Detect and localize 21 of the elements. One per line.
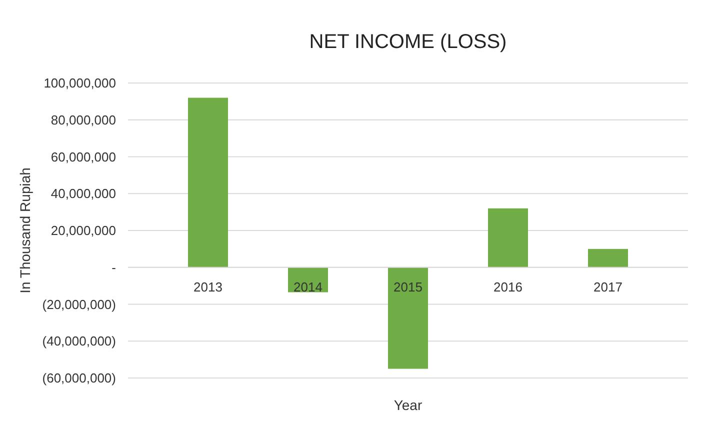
bar bbox=[488, 208, 528, 268]
y-tick-label: (40,000,000) bbox=[42, 334, 116, 349]
x-axis-title: Year bbox=[394, 397, 422, 413]
y-tick-label: 80,000,000 bbox=[50, 112, 116, 128]
chart-title: NET INCOME (LOSS) bbox=[309, 31, 507, 53]
y-axis-title: In Thousand Rupiah bbox=[17, 168, 33, 294]
x-tick-label: 2015 bbox=[394, 279, 422, 294]
y-tick-label: 100,000,000 bbox=[44, 76, 116, 91]
y-tick-label: 40,000,000 bbox=[50, 186, 116, 202]
x-tick-label: 2014 bbox=[294, 279, 322, 294]
bar bbox=[588, 248, 628, 268]
bar bbox=[188, 98, 228, 268]
x-tick-label: 2016 bbox=[494, 279, 522, 294]
y-tick-label: - bbox=[112, 260, 116, 275]
bar bbox=[388, 267, 428, 369]
y-tick-label: 20,000,000 bbox=[50, 223, 116, 238]
x-tick-label: 2017 bbox=[594, 279, 622, 294]
y-tick-label: (20,000,000) bbox=[42, 296, 116, 312]
x-tick-label: 2013 bbox=[194, 279, 222, 294]
y-tick-label: (60,000,000) bbox=[42, 370, 116, 386]
y-tick-label: 60,000,000 bbox=[50, 149, 116, 164]
